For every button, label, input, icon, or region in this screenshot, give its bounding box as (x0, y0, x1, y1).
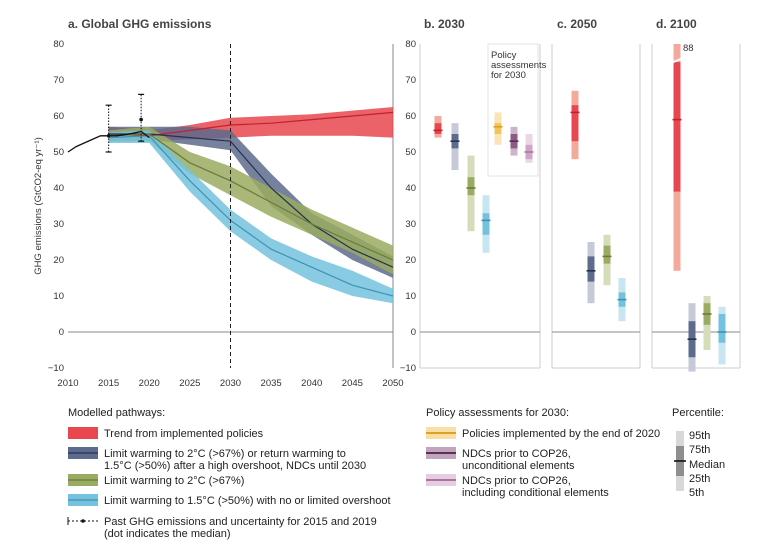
percentile-label: 5th (689, 487, 704, 499)
break-value-label: 88 (683, 43, 694, 54)
y-tick-label: 0 (59, 327, 64, 338)
x-tick-label: 2015 (98, 378, 119, 389)
bar-25-75-c15 (482, 213, 490, 235)
x-tick-label: 2045 (342, 378, 363, 389)
median-line-c2 (108, 133, 394, 261)
bar-25-75-c2 (603, 245, 611, 264)
legend-label-history: (dot indicates the median) (104, 528, 231, 540)
y-tick-label: −10 (48, 363, 64, 374)
legend-label-c15: Limit warming to 1.5°C (>50%) with no or… (104, 495, 391, 507)
bar-25-75-c2 (467, 177, 475, 196)
panel-d-title: d. 2100 (656, 17, 697, 31)
axis-break-mark (670, 57, 684, 64)
legend-label-overshoot: 1.5°C (>50%) after a high overshoot, NDC… (104, 460, 366, 472)
x-tick-label: 2040 (301, 378, 322, 389)
panel-a-title: a. Global GHG emissions (68, 17, 212, 31)
x-tick-label: 2030 (220, 378, 241, 389)
y-axis-label: GHG emissions (GtCO2-eq yr⁻¹) (33, 137, 44, 275)
x-tick-label: 2010 (57, 378, 78, 389)
x-tick-label: 2025 (179, 378, 200, 389)
median-line-overshoot (108, 133, 394, 268)
legend-pathways-title: Modelled pathways: (68, 407, 165, 419)
legend-label-ndc_cond: including conditional elements (462, 487, 609, 499)
band-overshoot (108, 126, 393, 278)
panel-b-2030: −10 0 10 20 30 40 50 60 70 80 b. 2030 Policyassessm… (400, 17, 547, 374)
legend-label-ndc_uncond: unconditional elements (462, 460, 575, 472)
bar-25-75-policies (673, 62, 681, 192)
panel-a-global-emissions: a. Global GHG emissions−1001020304050607… (33, 17, 404, 389)
y-tick-label: 40 (53, 183, 64, 194)
y-tick-label: 60 (405, 111, 416, 122)
uncertainty-median-dot-2015 (106, 134, 111, 138)
legend-swatch-policies (68, 427, 98, 439)
legend-label-pol2020: Policies implemented by the end of 2020 (462, 428, 660, 440)
policy-box-note: assessments (491, 60, 547, 71)
panel-c-title: c. 2050 (557, 17, 597, 31)
bar-25-75-policies (571, 105, 579, 142)
bar-break-cap (673, 44, 681, 56)
percentile-label: Median (689, 459, 725, 471)
legend-label-ndc_uncond: NDCs prior to COP26, (462, 448, 571, 460)
legends: Modelled pathways: Trend from implemented… (67, 407, 725, 540)
panel-c-2050: c. 2050 (551, 17, 641, 369)
percentile-label: 95th (689, 430, 710, 442)
panel-d-2100: d. 2100 88 (651, 17, 741, 372)
policy-box-note: for 2030 (491, 70, 526, 81)
y-tick-label: 70 (53, 75, 64, 86)
y-tick-label: −10 (400, 363, 416, 374)
median-line-c15 (108, 135, 394, 297)
bar-25-75-c15 (718, 314, 726, 343)
y-tick-label: 80 (405, 39, 416, 50)
y-tick-label: 20 (405, 255, 416, 266)
y-tick-label: 30 (405, 219, 416, 230)
y-tick-label: 50 (53, 147, 64, 158)
bar-25-75-overshoot (587, 256, 595, 282)
uncertainty-median-dot-2019 (139, 117, 143, 122)
y-tick-label: 70 (405, 75, 416, 86)
y-tick-label: 50 (405, 147, 416, 158)
legend-label-history: Past GHG emissions and uncertainty for 2… (104, 516, 377, 528)
y-tick-label: 10 (405, 291, 416, 302)
policy-box-note: Policy (491, 50, 517, 61)
y-tick-label: 10 (53, 291, 64, 302)
legend-label-overshoot: Limit warming to 2°C (>67%) or return wa… (104, 448, 346, 460)
x-tick-label: 2020 (139, 378, 160, 389)
legend-label-c2: Limit warming to 2°C (>67%) (104, 475, 244, 487)
y-tick-label: 60 (53, 111, 64, 122)
y-tick-label: 80 (53, 39, 64, 50)
legend-label-policies: Trend from implemented policies (104, 428, 264, 440)
band-c15 (108, 130, 393, 304)
legend-policy-title: Policy assessments for 2030: (426, 407, 569, 419)
y-tick-label: 20 (53, 255, 64, 266)
bar-25-75-policies (434, 123, 442, 134)
legend-percentile-title: Percentile: (672, 407, 724, 419)
y-tick-label: 0 (411, 327, 416, 338)
percentile-label: 25th (689, 473, 710, 485)
y-tick-label: 30 (53, 219, 64, 230)
x-tick-label: 2050 (382, 378, 403, 389)
y-tick-label: 40 (405, 183, 416, 194)
legend-label-ndc_cond: NDCs prior to COP26, (462, 475, 571, 487)
percentile-label: 75th (689, 444, 710, 456)
x-tick-label: 2035 (261, 378, 282, 389)
legend-history-dot (81, 519, 85, 523)
bar-25-75-pol2020 (494, 123, 502, 134)
panel-b-title: b. 2030 (424, 17, 465, 31)
